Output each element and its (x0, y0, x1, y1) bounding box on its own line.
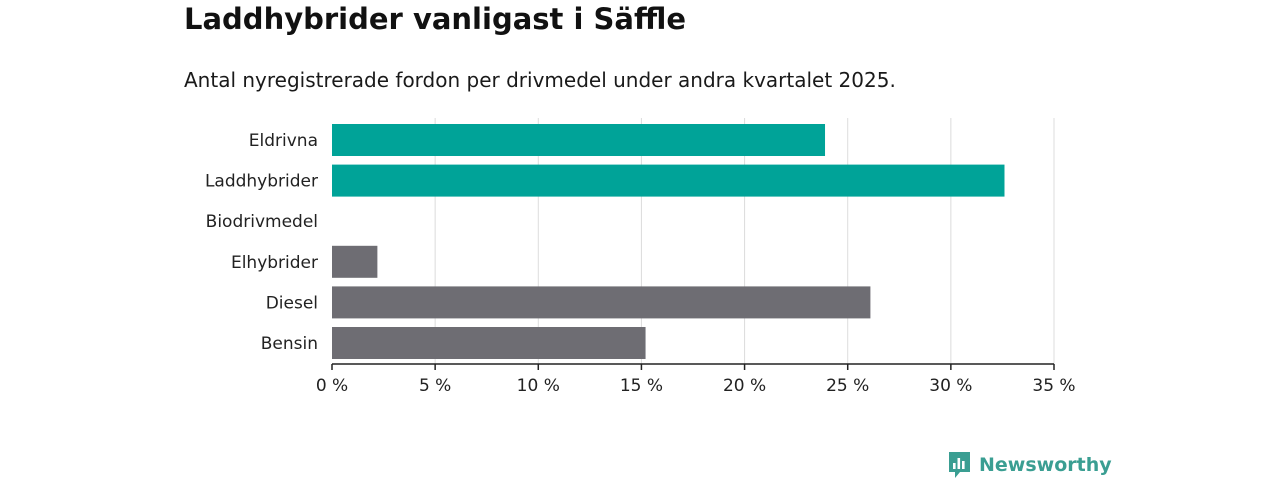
bar (332, 245, 378, 278)
x-axis: 0 % 5 % 10 % 15 % 20 % 25 % 30 % 35 % (316, 363, 1076, 396)
bar (332, 124, 826, 156)
bars (332, 124, 1005, 359)
category-label: Laddhybrider (205, 172, 318, 192)
category-label: Bensin (261, 334, 318, 354)
x-tick-label: 20 % (723, 376, 766, 396)
category-labels: Eldrivna Laddhybrider Biodrivmedel Elhybrid… (205, 131, 318, 354)
bar-chart: Eldrivna Laddhybrider Biodrivmedel Elhybrid… (205, 118, 1076, 396)
newsworthy-logo-icon (949, 452, 970, 478)
x-tick-label: 10 % (517, 376, 560, 396)
bar (332, 286, 871, 319)
x-tick-label: 25 % (826, 376, 869, 396)
chart-subtitle: Antal nyregistrerade fordon per drivmede… (184, 68, 896, 92)
brand-logo: Newsworthy (947, 450, 1112, 480)
gridlines (434, 118, 1055, 364)
brand-name: Newsworthy (979, 454, 1112, 476)
x-tick-label: 30 % (929, 376, 972, 396)
x-tick-label: 35 % (1032, 376, 1075, 396)
chart-title: Laddhybrider vanligast i Säffle (184, 2, 687, 36)
x-tick-label: 5 % (419, 376, 451, 396)
bar (332, 164, 1005, 197)
category-label: Elhybrider (231, 253, 318, 273)
x-tick-label: 15 % (620, 376, 663, 396)
category-label: Biodrivmedel (206, 212, 318, 232)
category-label: Eldrivna (249, 131, 318, 151)
category-label: Diesel (266, 293, 318, 313)
x-tick-label: 0 % (316, 376, 348, 396)
bar (332, 327, 646, 359)
